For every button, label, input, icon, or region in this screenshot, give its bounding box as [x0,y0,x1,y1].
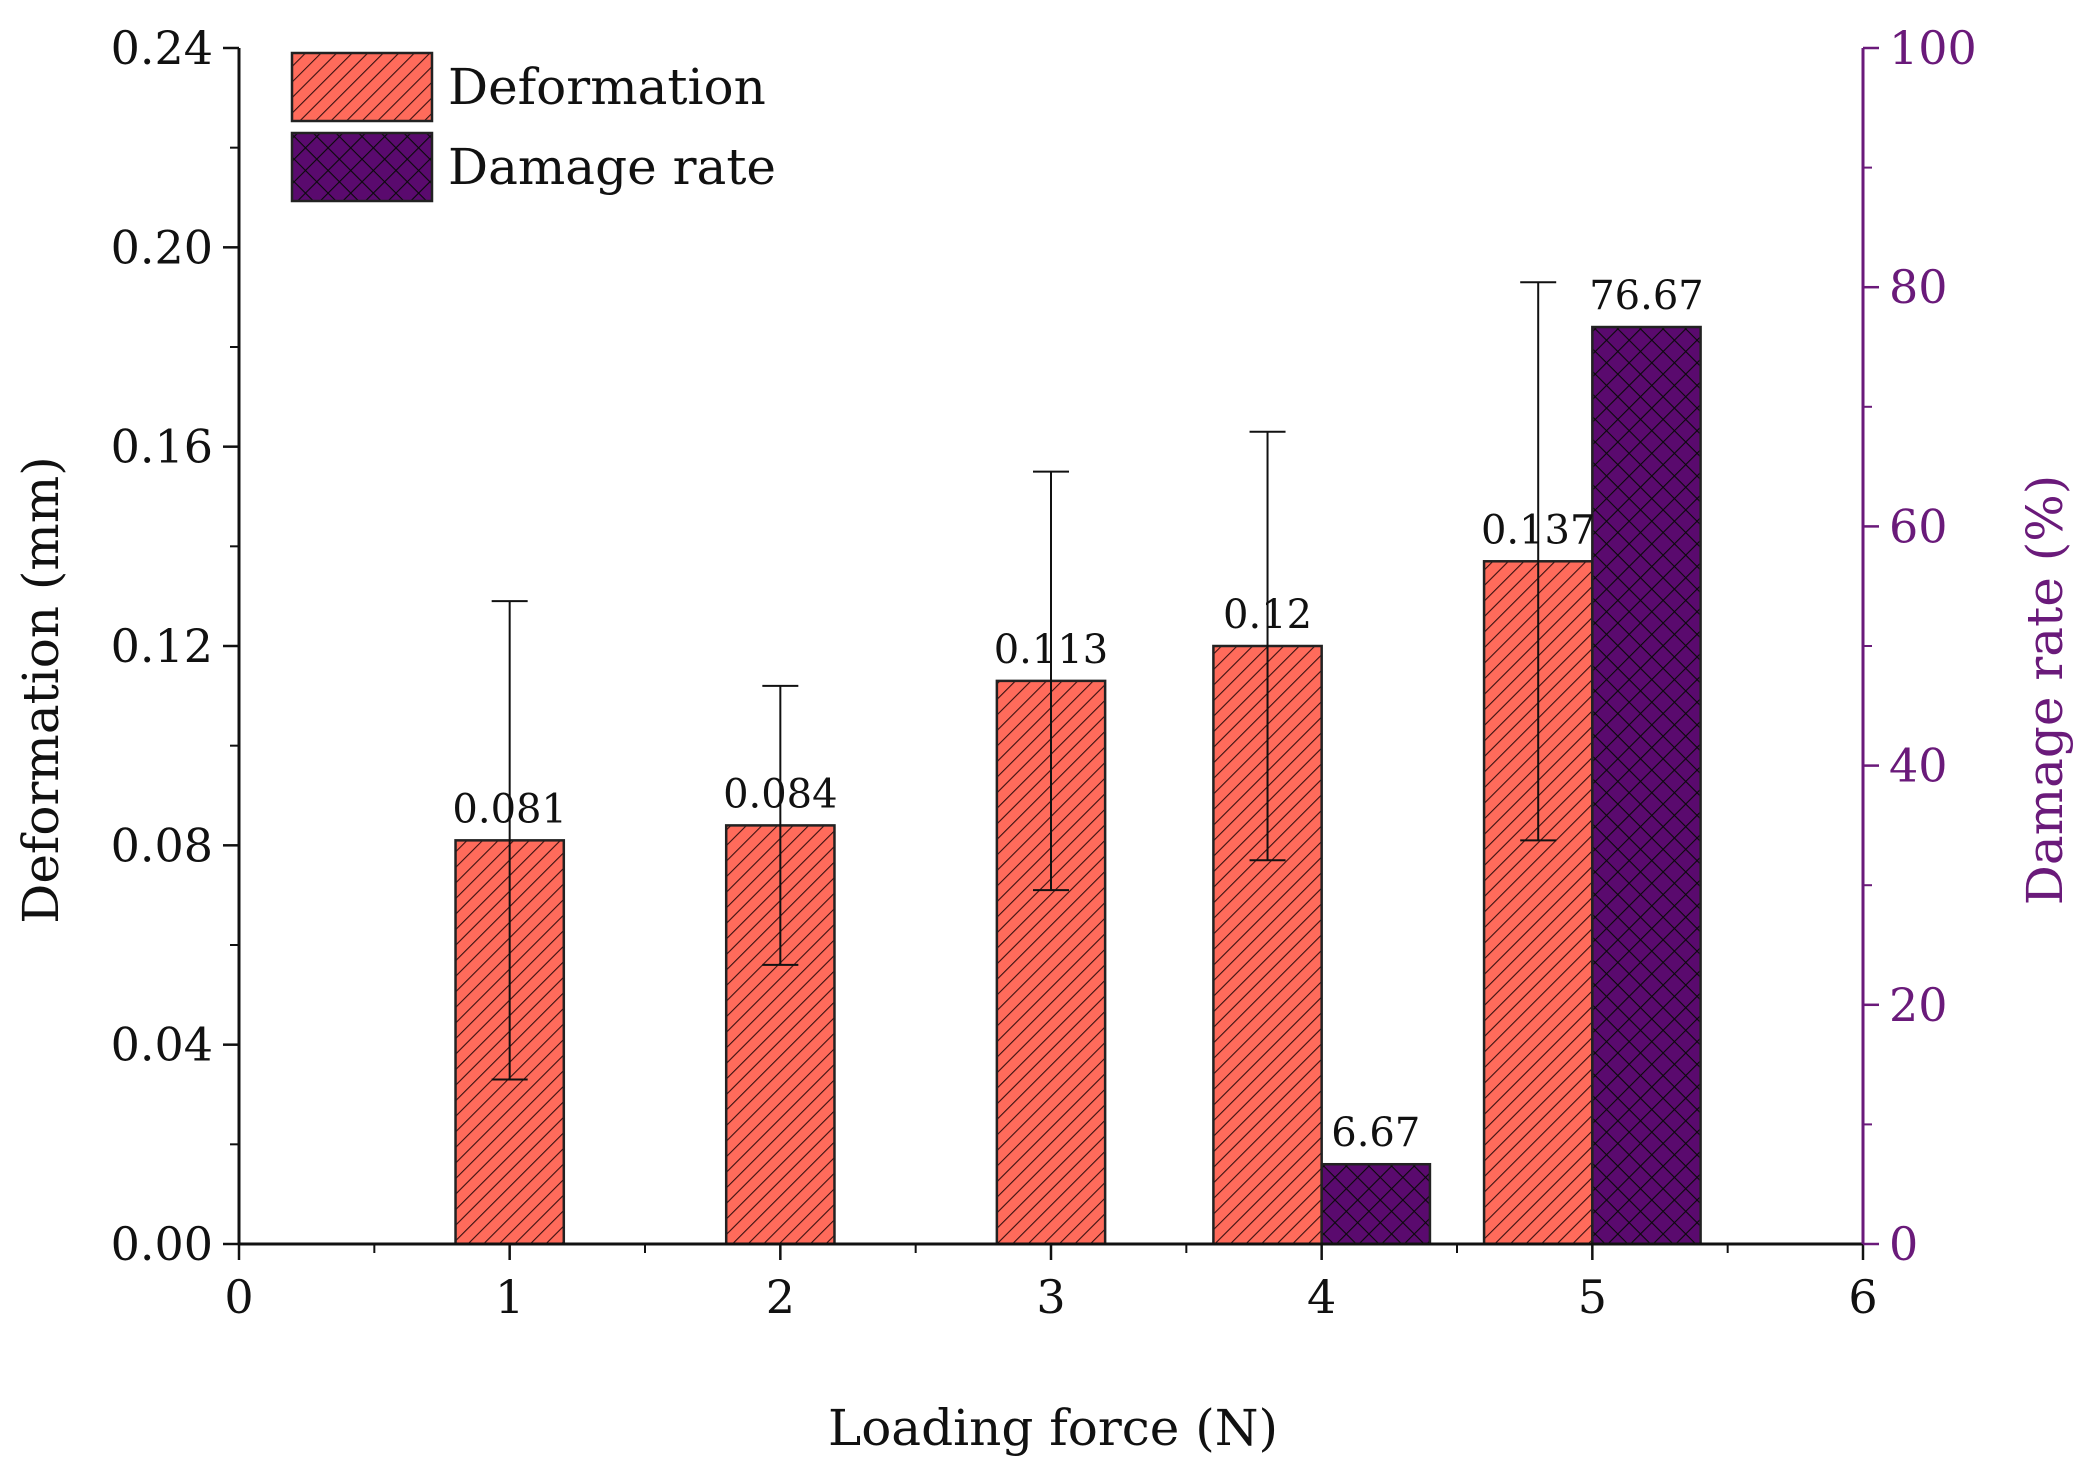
x-tick-label: 0 [224,1270,253,1324]
y-tick-label: 0.08 [111,818,213,872]
y2-tick-label: 60 [1889,499,1948,553]
axes-layer: 0 1 2 3 4 5 6 0.00 0.04 0.08 0.12 0.16 0.20 0.24 0 20 40… [111,21,1977,1324]
y2-tick-label: 100 [1889,21,1977,75]
y2-axis-title: Damage rate (%) [2016,475,2074,905]
deformation-value-label: 0.113 [994,627,1109,673]
x-tick-label: 1 [495,1270,524,1324]
y-tick-label: 0.24 [111,21,213,75]
legend-label-damage-rate: Damage rate [448,138,776,196]
data-labels-layer: 0.081 0.084 0.113 0.12 0.137 6.67 76.67 [452,273,1703,1156]
y2-tick-label: 20 [1889,978,1948,1032]
deformation-value-label: 0.12 [1223,592,1312,638]
legend-label-deformation: Deformation [448,58,766,116]
y2-tick-label: 40 [1889,739,1948,793]
y-tick-label: 0.20 [111,220,213,274]
x-axis-title: Loading force (N) [828,1399,1278,1457]
x-tick-label: 5 [1578,1270,1607,1324]
y-tick-label: 0.00 [111,1217,213,1271]
y-tick-label: 0.16 [111,420,213,474]
deformation-value-label: 0.137 [1481,507,1596,553]
legend-swatch-deformation [290,51,434,123]
legend-swatch-damage-rate [290,131,434,203]
y2-tick-label: 80 [1889,260,1948,314]
bars-layer [454,325,1702,1246]
error-bars-layer [491,281,1557,1081]
damage-rate-value-label: 6.67 [1331,1110,1420,1156]
damage-rate-bar [1591,325,1702,1246]
x-tick-label: 6 [1848,1270,1877,1324]
deformation-value-label: 0.081 [452,786,567,832]
y-tick-label: 0.12 [111,619,213,673]
y-tick-label: 0.04 [111,1018,213,1072]
x-tick-label: 2 [766,1270,795,1324]
deformation-value-label: 0.084 [723,771,838,817]
damage-rate-value-label: 76.67 [1589,273,1704,319]
y-axis-title: Deformation (mm) [12,456,70,924]
x-tick-label: 3 [1036,1270,1065,1324]
y2-tick-label: 0 [1889,1217,1918,1271]
legend: Deformation Damage rate [290,51,776,203]
x-tick-label: 4 [1307,1270,1336,1324]
damage-rate-bar [1320,1162,1432,1246]
